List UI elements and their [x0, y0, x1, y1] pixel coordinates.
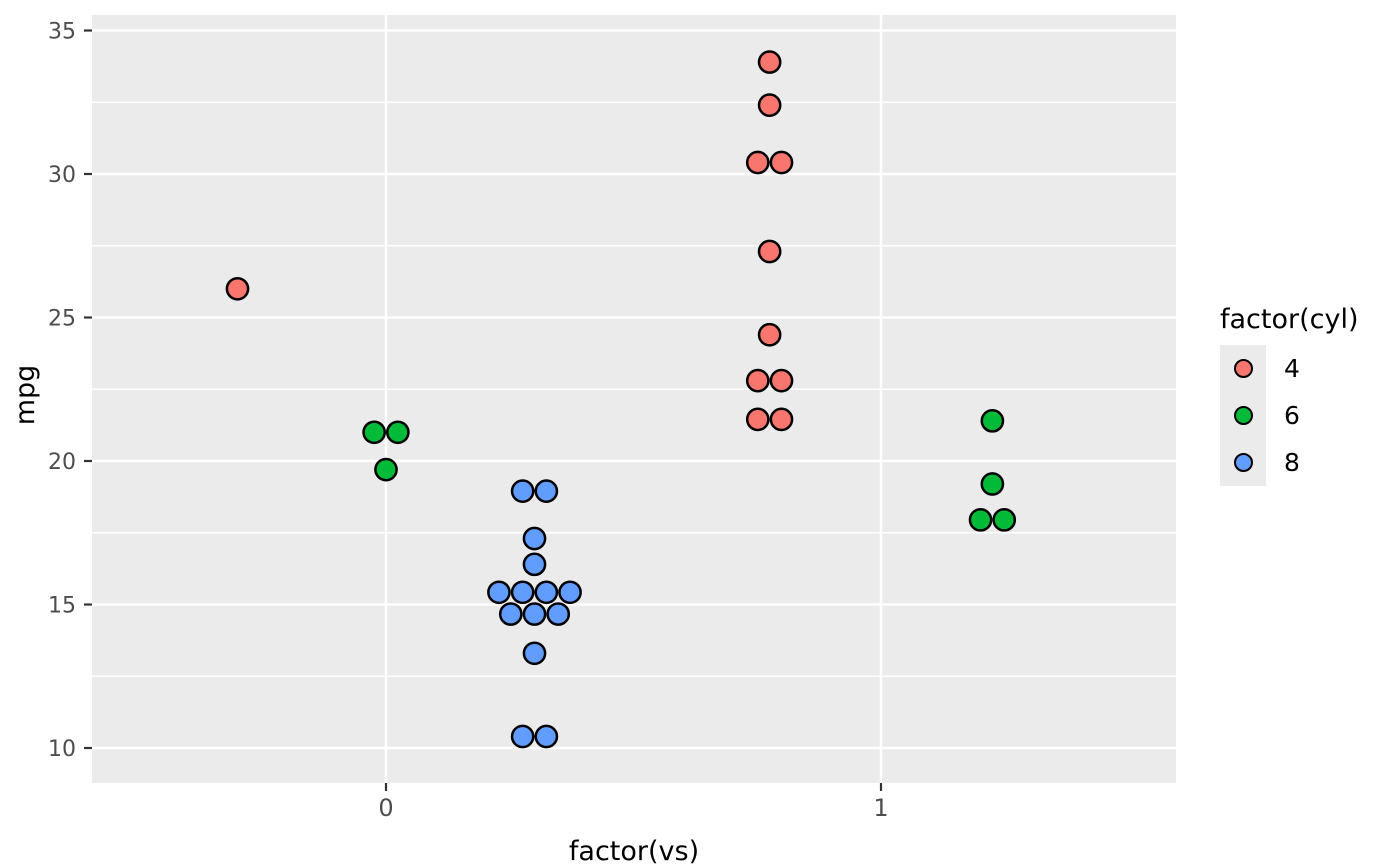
- data-point-cyl8: [498, 602, 523, 626]
- legend-item-8: 8: [1220, 439, 1390, 486]
- data-point-cyl4: [769, 368, 794, 393]
- data-point-cyl8: [534, 724, 559, 749]
- data-point-cyl8: [522, 641, 547, 666]
- data-point-cyl4: [757, 239, 782, 264]
- data-point-cyl8: [546, 602, 571, 626]
- data-point-cyl8: [510, 724, 535, 749]
- y-tick-label: 15: [48, 594, 76, 619]
- data-point-cyl6: [980, 472, 1005, 496]
- legend-key: [1220, 439, 1266, 486]
- data-point-cyl8: [510, 580, 535, 605]
- legend-label: 4: [1284, 354, 1300, 383]
- data-point-cyl6: [968, 507, 993, 532]
- data-point-cyl8: [558, 580, 582, 605]
- data-point-cyl6: [980, 408, 1005, 433]
- data-point-cyl8: [522, 526, 547, 551]
- data-point-cyl4: [745, 368, 770, 393]
- legend-items: 4 6 8: [1220, 345, 1390, 486]
- legend-item-6: 6: [1220, 392, 1390, 439]
- data-point-cyl4: [757, 322, 782, 347]
- legend-swatch-icon: [1233, 359, 1253, 378]
- y-tick-label: 20: [48, 450, 76, 475]
- legend-title: factor(cyl): [1220, 304, 1359, 335]
- data-point-cyl8: [534, 580, 559, 605]
- data-point-cyl4: [757, 93, 782, 117]
- legend-label: 8: [1284, 448, 1300, 477]
- data-point-cyl8: [487, 580, 511, 605]
- x-tick-label: 0: [378, 794, 393, 822]
- legend: factor(cyl) 4 6 8: [1220, 304, 1390, 486]
- legend-key: [1220, 345, 1266, 392]
- data-point-cyl8: [534, 479, 559, 503]
- legend-swatch-icon: [1233, 406, 1253, 425]
- x-axis-title: factor(vs): [568, 836, 700, 866]
- legend-item-4: 4: [1220, 345, 1390, 392]
- data-point-cyl6: [992, 507, 1017, 532]
- data-point-cyl4: [769, 407, 794, 432]
- data-point-cyl4: [745, 407, 770, 432]
- y-tick-label: 10: [48, 737, 76, 762]
- legend-swatch-icon: [1233, 453, 1253, 472]
- data-point-cyl4: [769, 150, 794, 175]
- data-point-cyl8: [522, 602, 547, 626]
- data-point-cyl4: [757, 50, 782, 74]
- plot-panel: [92, 15, 1176, 783]
- data-point-cyl4: [745, 150, 770, 175]
- x-tick-label: 1: [873, 794, 888, 822]
- legend-label: 6: [1284, 401, 1300, 430]
- y-tick-label: 30: [48, 163, 76, 188]
- y-tick-label: 35: [48, 20, 76, 45]
- data-point-cyl8: [522, 552, 547, 577]
- data-point-cyl4: [225, 276, 250, 301]
- data-point-cyl8: [510, 479, 535, 503]
- data-point-cyl6: [362, 420, 386, 445]
- y-tick-label: 25: [48, 307, 76, 332]
- data-point-cyl6: [386, 420, 410, 445]
- legend-key: [1220, 392, 1266, 439]
- data-point-cyl6: [374, 457, 398, 482]
